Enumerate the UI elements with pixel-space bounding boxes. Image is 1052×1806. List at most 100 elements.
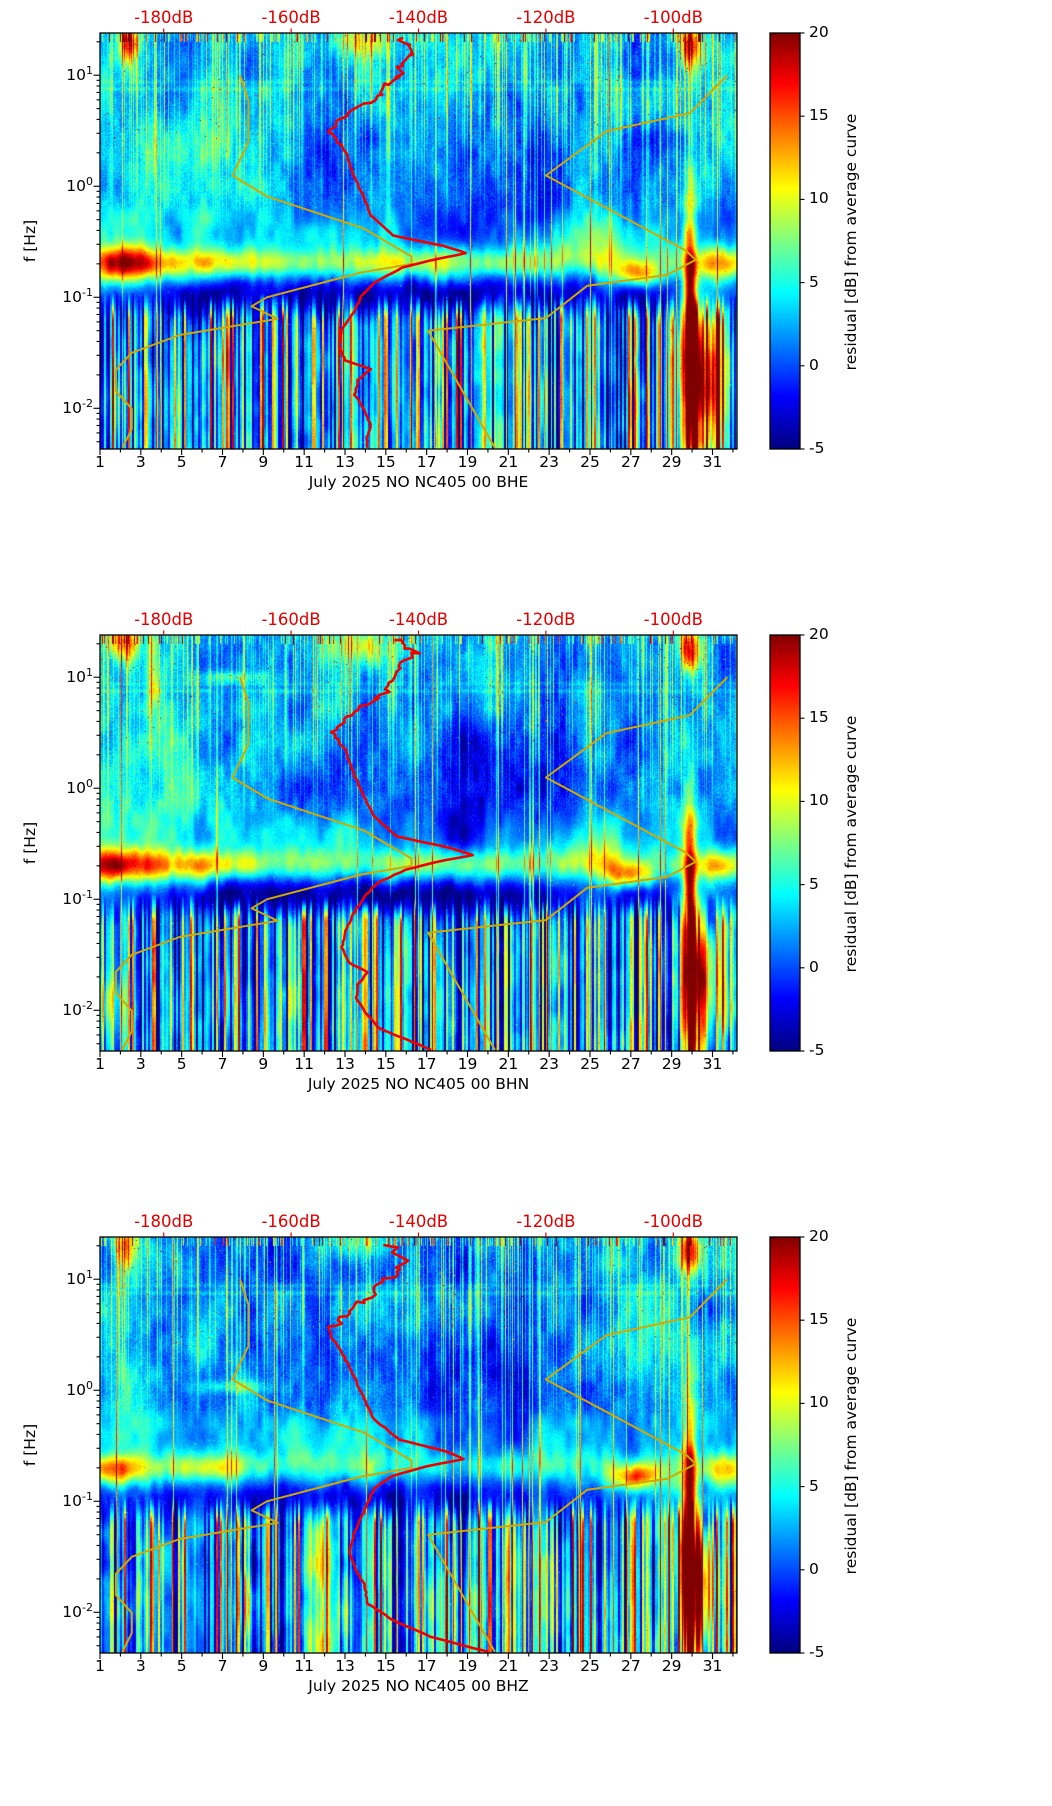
y-tick-label: 10-1 [62, 1490, 93, 1511]
panel-title-bhe: July 2025 NO NC405 00 BHE [308, 473, 529, 491]
x-tick-label: 5 [176, 1055, 187, 1073]
colorbar-tick-label: -5 [809, 1041, 825, 1059]
y-tick-label: 101 [66, 1268, 93, 1289]
x-tick-label: 13 [335, 1055, 355, 1073]
top-axis-label: -140dB [388, 610, 449, 629]
x-tick-label: 9 [258, 453, 269, 471]
top-axis-label: -120dB [516, 610, 576, 629]
x-tick-label: 11 [294, 1657, 315, 1675]
y-tick-label: 10-2 [62, 999, 93, 1020]
top-axis-label: -180dB [134, 610, 194, 629]
y-axis-label-bhn: f [Hz] [21, 821, 39, 865]
spectrogram-panel-bhn: -180dB -160dB -140dB -120dB -100dB 1 3 5 7 9 11 13 1… [0, 602, 1052, 1204]
x-tick-label: 3 [135, 1055, 146, 1073]
y-tick-label: 100 [66, 175, 93, 196]
y-axis-label-bhz: f [Hz] [21, 1423, 39, 1467]
x-tick-label: 29 [661, 453, 682, 471]
x-tick-label: 29 [661, 1055, 682, 1073]
x-tick-label: 7 [217, 1055, 228, 1073]
x-tick-label: 5 [176, 453, 187, 471]
y-tick-label: 10-2 [62, 1601, 93, 1622]
top-axis-label: -180dB [134, 1212, 194, 1231]
y-axis-label-bhe: f [Hz] [21, 219, 39, 263]
x-tick-label: 17 [416, 1055, 437, 1073]
x-tick-label: 11 [294, 1055, 315, 1073]
panel-title-bhz: July 2025 NO NC405 00 BHZ [308, 1677, 529, 1695]
colorbar-label-bhe: residual [dB] from average curve [842, 113, 860, 371]
x-tick-label: 19 [457, 453, 478, 471]
x-tick-label: 21 [498, 1055, 519, 1073]
x-tick-label: 15 [375, 1055, 396, 1073]
colorbar-tick-label: -5 [809, 439, 825, 457]
colorbar-gradient-bhn [770, 635, 800, 1051]
x-tick-label: 25 [580, 453, 600, 471]
top-axis-label: -180dB [134, 8, 194, 27]
top-axis-label: -120dB [516, 8, 576, 27]
x-tick-label: 13 [335, 453, 355, 471]
x-tick-label: 1 [95, 453, 105, 471]
y-tick-label: 101 [66, 666, 93, 687]
x-tick-label: 11 [294, 453, 315, 471]
top-axis-label: -140dB [388, 1212, 449, 1231]
y-tick-label: 100 [66, 777, 93, 798]
x-tick-label: 1 [95, 1055, 105, 1073]
x-tick-label: 3 [135, 1657, 146, 1675]
x-tick-label: 9 [258, 1657, 269, 1675]
spectrogram-heatmap-bhz [100, 1237, 737, 1653]
top-axis-label: -120dB [516, 1212, 576, 1231]
top-axis-label: -140dB [388, 8, 449, 27]
x-tick-label: 21 [498, 1657, 519, 1675]
x-tick-label: 25 [580, 1055, 600, 1073]
x-tick-label: 17 [416, 1657, 437, 1675]
x-tick-label: 23 [539, 1055, 560, 1073]
spectrogram-panel-bhz: -180dB -160dB -140dB -120dB -100dB 1 3 5 7 9 11 13 1… [0, 1204, 1052, 1806]
y-tick-label: 101 [66, 64, 93, 85]
x-tick-label: 3 [135, 453, 146, 471]
x-tick-label: 13 [335, 1657, 355, 1675]
x-tick-label: 9 [258, 1055, 269, 1073]
x-tick-label: 7 [217, 453, 228, 471]
x-tick-label: 1 [95, 1657, 105, 1675]
top-axis-label: -160dB [261, 8, 321, 27]
y-tick-label: 100 [66, 1379, 93, 1400]
colorbar-tick-label: 20 [809, 625, 829, 643]
top-axis-label: -160dB [261, 1212, 321, 1231]
x-tick-label: 21 [498, 453, 519, 471]
colorbar-tick-label: -5 [809, 1643, 825, 1661]
x-tick-label: 25 [580, 1657, 600, 1675]
x-tick-label: 15 [375, 1657, 396, 1675]
y-tick-label: 10-1 [62, 286, 93, 307]
colorbar-gradient-bhz [770, 1237, 800, 1653]
panel-title-bhn: July 2025 NO NC405 00 BHN [307, 1075, 530, 1093]
colorbar-label-bhn: residual [dB] from average curve [842, 715, 860, 973]
x-tick-label: 27 [620, 1055, 641, 1073]
spectrogram-heatmap-bhn [100, 635, 737, 1051]
colorbar-gradient-bhe [770, 33, 800, 449]
y-tick-label: 10-2 [62, 397, 93, 418]
x-tick-label: 19 [457, 1055, 478, 1073]
x-tick-label: 31 [702, 1657, 723, 1675]
x-tick-label: 31 [702, 453, 723, 471]
x-tick-label: 31 [702, 1055, 723, 1073]
top-axis-label: -100dB [643, 610, 703, 629]
spectrogram-panel-bhe: -180dB -160dB -140dB -120dB -100dB 1 3 5 7 9 11 13 1… [0, 0, 1052, 602]
spectrogram-heatmap-bhe [100, 33, 737, 449]
top-axis-label: -160dB [261, 610, 321, 629]
x-tick-label: 23 [539, 1657, 560, 1675]
top-axis-label: -100dB [643, 1212, 703, 1231]
x-tick-label: 5 [176, 1657, 187, 1675]
x-tick-label: 23 [539, 453, 560, 471]
colorbar-tick-label: 20 [809, 1227, 829, 1245]
x-tick-label: 27 [620, 453, 641, 471]
colorbar-tick-label: 20 [809, 23, 829, 41]
x-tick-label: 15 [375, 453, 396, 471]
colorbar-label-bhz: residual [dB] from average curve [842, 1317, 860, 1575]
x-tick-label: 29 [661, 1657, 682, 1675]
x-tick-label: 7 [217, 1657, 228, 1675]
top-axis-label: -100dB [643, 8, 703, 27]
x-tick-label: 19 [457, 1657, 478, 1675]
x-tick-label: 17 [416, 453, 437, 471]
x-tick-label: 27 [620, 1657, 641, 1675]
y-tick-label: 10-1 [62, 888, 93, 909]
